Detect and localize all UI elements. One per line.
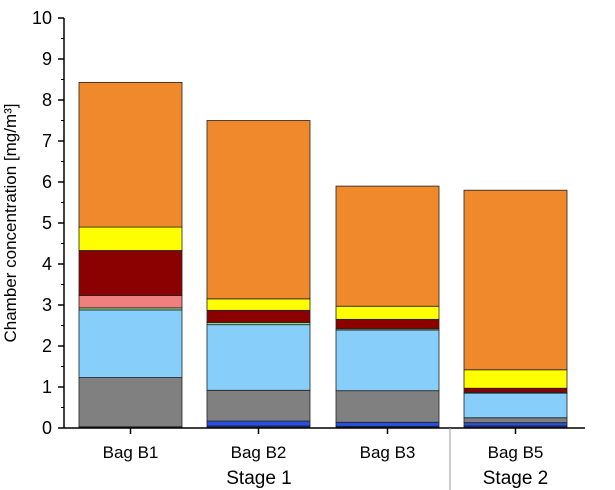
bar-segment <box>463 392 568 419</box>
bar-segment <box>335 185 440 307</box>
y-tick-label: 1 <box>42 377 52 397</box>
y-tick-label: 7 <box>42 131 52 151</box>
bar-segment <box>206 420 311 427</box>
x-category-label: Bag B5 <box>488 443 544 462</box>
bar-segment <box>78 377 183 428</box>
bar-segment <box>78 295 183 309</box>
y-tick-label: 3 <box>42 295 52 315</box>
bar-segment <box>206 120 311 300</box>
y-axis-label: Chamber concentration [mg/m³] <box>1 103 20 342</box>
x-group-label: Stage 1 <box>226 468 292 489</box>
bar-segment <box>206 298 311 311</box>
x-group-label: Stage 2 <box>483 468 549 489</box>
x-category-label: Bag B3 <box>360 443 416 462</box>
bar-segment <box>463 422 568 427</box>
y-tick-label: 5 <box>42 213 52 233</box>
x-category-label: Bag B2 <box>231 443 287 462</box>
bar-segment <box>463 189 568 371</box>
x-category-label: Bag B1 <box>103 443 159 462</box>
bar-segment <box>335 390 440 423</box>
bar-segment <box>206 324 311 391</box>
y-tick-label: 2 <box>42 336 52 356</box>
x-axis-group-labels: Stage 1 Stage 2 <box>226 468 548 489</box>
y-tick-label: 4 <box>42 254 52 274</box>
x-axis-category-labels: Bag B1 Bag B2 Bag B3 Bag B5 <box>103 428 544 462</box>
bars-layer <box>78 81 568 429</box>
bar-segment <box>78 226 183 251</box>
y-tick-label: 0 <box>42 418 52 438</box>
bar-segment <box>206 309 311 324</box>
bar-segment <box>463 369 568 389</box>
bar-segment <box>206 389 311 422</box>
bar-segment <box>463 417 568 424</box>
y-tick-label: 9 <box>42 49 52 69</box>
y-tick-label: 10 <box>32 8 52 28</box>
bar-segment <box>335 421 440 427</box>
y-tick-label: 8 <box>42 90 52 110</box>
y-axis-ticks: 0 1 2 3 4 5 6 7 8 9 10 <box>32 8 64 438</box>
bar-segment <box>463 387 568 393</box>
bar-segment <box>78 250 183 296</box>
bar-segment <box>335 318 440 330</box>
bar-segment <box>78 81 183 228</box>
bar-segment <box>78 309 183 378</box>
bar-segment <box>335 305 440 320</box>
y-tick-label: 6 <box>42 172 52 192</box>
bar-segment <box>335 329 440 392</box>
